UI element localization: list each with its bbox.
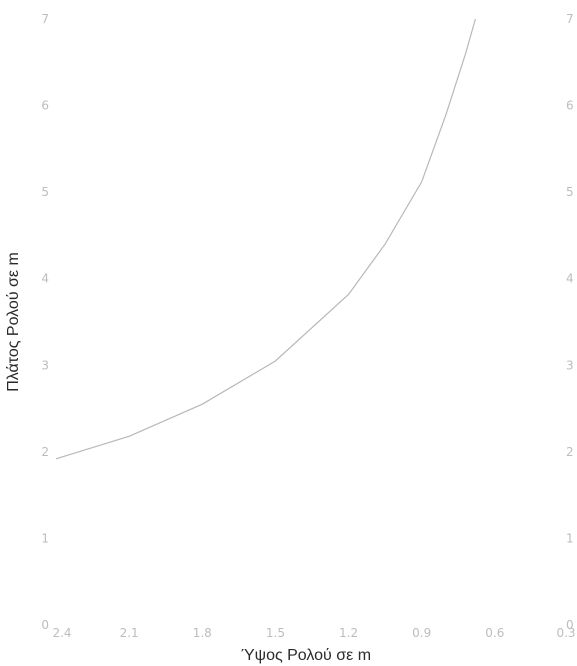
y-tick-label-left: 0 [41, 618, 49, 632]
y-tick-label-right: 3 [566, 358, 574, 372]
x-tick-label: 0.9 [412, 626, 431, 640]
y-tick-label-left: 3 [41, 358, 49, 372]
y-tick-label-right: 2 [566, 445, 574, 459]
y-axis-right-ticks: 0 1 2 3 4 5 6 7 [566, 12, 574, 632]
x-tick-label: 1.8 [193, 626, 212, 640]
y-axis-label: Πλάτος Ρολού σε m [5, 252, 22, 392]
y-tick-label-left: 2 [41, 445, 49, 459]
x-tick-label: 0.6 [485, 626, 504, 640]
series-group [55, 18, 476, 460]
y-tick-label-right: 4 [566, 272, 574, 286]
y-tick-label-right: 1 [566, 531, 574, 545]
y-tick-label-right: 7 [566, 12, 574, 26]
x-tick-label: 2.4 [52, 626, 71, 640]
x-axis-label: Ύψος Ρολού σε m [241, 647, 371, 664]
y-tick-label-left: 5 [41, 185, 49, 199]
x-tick-label: 1.5 [266, 626, 285, 640]
y-tick-label-left: 4 [41, 272, 49, 286]
y-tick-label-right: 6 [566, 99, 574, 113]
x-tick-label: 1.2 [339, 626, 358, 640]
y-tick-label-left: 7 [41, 12, 49, 26]
y-tick-label-left: 6 [41, 99, 49, 113]
y-tick-label-right: 0 [566, 618, 574, 632]
y-tick-label-right: 5 [566, 185, 574, 199]
x-tick-label: 0.3 [556, 626, 575, 640]
x-tick-label: 2.1 [120, 626, 139, 640]
series-line [55, 18, 476, 460]
y-tick-label-left: 1 [41, 531, 49, 545]
x-axis-ticks: 2.4 2.1 1.8 1.5 1.2 0.9 0.6 0.3 [52, 626, 575, 640]
y-axis-left-ticks: 0 1 2 3 4 5 6 7 [41, 12, 49, 632]
